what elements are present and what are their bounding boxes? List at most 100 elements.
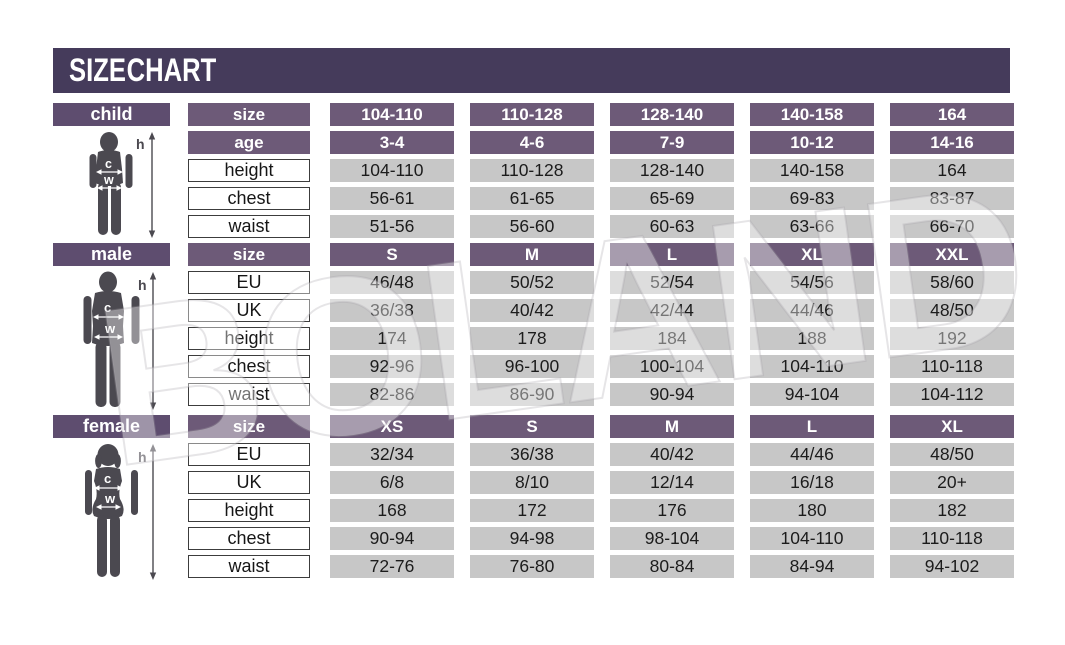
value-cell: 182 <box>890 499 1014 522</box>
header-cell: 10-12 <box>750 131 874 154</box>
header-cell: XL <box>890 415 1014 438</box>
w-label: w <box>104 491 116 506</box>
value-cell: 54/56 <box>750 271 874 294</box>
value-cell: 42/44 <box>610 299 734 322</box>
c-label: c <box>105 157 112 171</box>
row-label: size <box>188 103 310 126</box>
value-cell: 94-104 <box>750 383 874 406</box>
header-cell: 140-158 <box>750 103 874 126</box>
value-cell: 100-104 <box>610 355 734 378</box>
section-child: child size 104-110 110-128 128-140 140-1… <box>53 103 1014 243</box>
header-cell: 3-4 <box>330 131 454 154</box>
value-cell: 48/50 <box>890 299 1014 322</box>
header-cell: XXL <box>890 243 1014 266</box>
title-bar: SIZE CHART <box>53 48 1010 93</box>
row-label: waist <box>188 555 310 578</box>
table-row: UK 6/8 8/10 12/14 16/18 20+ <box>53 471 1014 494</box>
h-label: h <box>138 449 147 465</box>
page-title: SIZE CHART <box>69 52 217 88</box>
table-row: male size S M L XL XXL <box>53 243 1014 266</box>
row-label: UK <box>188 471 310 494</box>
table-row: height 104-110 110-128 128-140 140-158 1… <box>53 159 1014 182</box>
row-label: chest <box>188 527 310 550</box>
table-row: waist 51-56 56-60 60-63 63-66 66-70 <box>53 215 1014 238</box>
value-cell: 180 <box>750 499 874 522</box>
waist-measure-icon: w <box>96 491 121 510</box>
value-cell: 40/42 <box>610 443 734 466</box>
h-label: h <box>136 136 145 152</box>
value-cell: 76-80 <box>470 555 594 578</box>
waist-measure-icon: w <box>97 173 122 191</box>
value-cell: 86-90 <box>470 383 594 406</box>
value-cell: 60-63 <box>610 215 734 238</box>
value-cell: 46/48 <box>330 271 454 294</box>
row-label: height <box>188 499 310 522</box>
value-cell: 61-65 <box>470 187 594 210</box>
chest-measure-icon: c <box>94 471 123 491</box>
value-cell: 48/50 <box>890 443 1014 466</box>
height-measure-icon: h <box>138 444 157 580</box>
value-cell: 178 <box>470 327 594 350</box>
value-cell: 36/38 <box>330 299 454 322</box>
value-cell: 140-158 <box>750 159 874 182</box>
value-cell: 104-110 <box>330 159 454 182</box>
value-cell: 188 <box>750 327 874 350</box>
header-cell: 14-16 <box>890 131 1014 154</box>
header-cell: L <box>750 415 874 438</box>
table-row: height 168 172 176 180 182 <box>53 499 1014 522</box>
value-cell: 83-87 <box>890 187 1014 210</box>
table-row: female size XS S M L XL <box>53 415 1014 438</box>
value-cell: 40/42 <box>470 299 594 322</box>
value-cell: 172 <box>470 499 594 522</box>
header-cell: S <box>470 415 594 438</box>
w-label: w <box>104 321 116 336</box>
header-cell: 4-6 <box>470 131 594 154</box>
header-cell: 128-140 <box>610 103 734 126</box>
value-cell: 20+ <box>890 471 1014 494</box>
value-cell: 94-102 <box>890 555 1014 578</box>
child-silhouette-icon: h c w <box>89 132 156 238</box>
value-cell: 16/18 <box>750 471 874 494</box>
value-cell: 52/54 <box>610 271 734 294</box>
value-cell: 72-76 <box>330 555 454 578</box>
section-label-male: male <box>53 243 170 266</box>
row-label: height <box>188 327 310 350</box>
header-cell: 110-128 <box>470 103 594 126</box>
table-row: chest 90-94 94-98 98-104 104-110 110-118 <box>53 527 1014 550</box>
header-cell: M <box>470 243 594 266</box>
row-label: EU <box>188 443 310 466</box>
value-cell: 104-112 <box>890 383 1014 406</box>
table-row: height 174 178 184 188 192 <box>53 327 1014 350</box>
height-measure-icon: h <box>138 272 157 410</box>
header-cell: XS <box>330 415 454 438</box>
row-label: chest <box>188 355 310 378</box>
header-cell: M <box>610 415 734 438</box>
chest-measure-icon: c <box>93 300 124 320</box>
value-cell: 65-69 <box>610 187 734 210</box>
value-cell: 94-98 <box>470 527 594 550</box>
section-female: female size XS S M L XL EU 32/34 36/38 4… <box>53 415 1014 583</box>
value-cell: 56-60 <box>470 215 594 238</box>
value-cell: 69-83 <box>750 187 874 210</box>
header-cell: 164 <box>890 103 1014 126</box>
table-row: EU 32/34 36/38 40/42 44/46 48/50 <box>53 443 1014 466</box>
value-cell: 82-86 <box>330 383 454 406</box>
table-row: child size 104-110 110-128 128-140 140-1… <box>53 103 1014 126</box>
value-cell: 104-110 <box>750 355 874 378</box>
value-cell: 80-84 <box>610 555 734 578</box>
value-cell: 32/34 <box>330 443 454 466</box>
section-label-female: female <box>53 415 170 438</box>
table-row: waist 72-76 76-80 80-84 84-94 94-102 <box>53 555 1014 578</box>
c-label: c <box>104 471 111 486</box>
row-label: age <box>188 131 310 154</box>
height-measure-icon: h <box>136 132 156 238</box>
value-cell: 110-118 <box>890 355 1014 378</box>
table-row: UK 36/38 40/42 42/44 44/46 48/50 <box>53 299 1014 322</box>
value-cell: 51-56 <box>330 215 454 238</box>
row-label: waist <box>188 215 310 238</box>
value-cell: 84-94 <box>750 555 874 578</box>
value-cell: 6/8 <box>330 471 454 494</box>
h-label: h <box>138 277 147 293</box>
row-label: EU <box>188 271 310 294</box>
